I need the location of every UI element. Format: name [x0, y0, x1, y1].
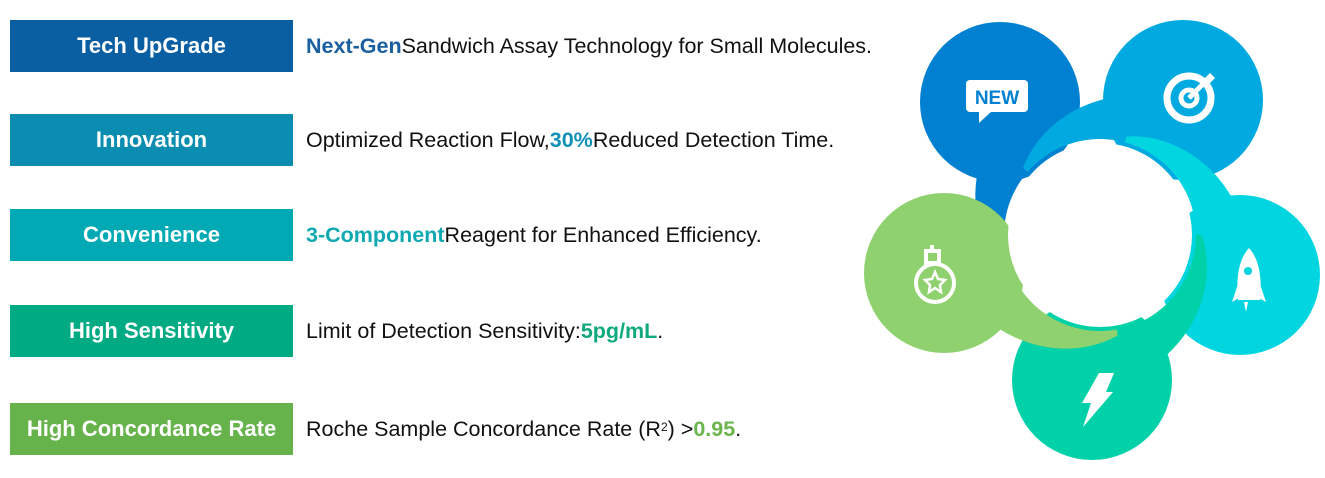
highlight-text: Next-Gen — [306, 33, 402, 58]
medal-icon — [914, 245, 956, 304]
feature-label: Innovation — [10, 114, 293, 166]
highlight-text: 5pg/mL — [580, 318, 658, 343]
description-text: . — [735, 416, 742, 441]
feature-label: High Concordance Rate — [10, 403, 293, 455]
highlight-text: 3-Component — [306, 222, 445, 247]
feature-description: Next-Gen Sandwich Assay Technology for S… — [306, 20, 872, 72]
target-icon — [1163, 72, 1215, 124]
highlight-text: 30% — [549, 127, 593, 152]
highlight-text: 0.95 — [693, 416, 736, 441]
feature-description: 3-Component Reagent for Enhanced Efficie… — [306, 209, 762, 261]
feature-description: Roche Sample Concordance Rate (R 2) >0.95… — [306, 403, 741, 455]
feature-description: Limit of Detection Sensitivity: 5pg/mL. — [306, 305, 663, 357]
description-text: . — [657, 318, 664, 343]
description-text: Reagent for Enhanced Efficiency. — [444, 222, 762, 247]
feature-description: Optimized Reaction Flow, 30% Reduced Det… — [306, 114, 834, 166]
new-text: NEW — [975, 88, 1019, 109]
feature-label: High Sensitivity — [10, 305, 293, 357]
lightning-icon — [1082, 373, 1114, 427]
feature-label: Convenience — [10, 209, 293, 261]
description-text: Sandwich Assay Technology for Small Mole… — [401, 33, 873, 58]
center-hole — [1008, 143, 1192, 327]
description-text: Roche Sample Concordance Rate (R — [306, 416, 661, 441]
description-text: Optimized Reaction Flow, — [306, 127, 550, 152]
petal-circle — [864, 193, 1024, 353]
description-text: Limit of Detection Sensitivity: — [306, 318, 581, 343]
petal-medal — [864, 193, 1118, 353]
description-text: 2 — [660, 420, 668, 434]
description-text: ) > — [667, 416, 694, 441]
feature-label: Tech UpGrade — [10, 20, 293, 72]
description-text: Reduced Detection Time. — [592, 127, 835, 152]
new-badge-icon: NEW — [966, 80, 1028, 123]
rocket-icon — [1232, 248, 1266, 312]
